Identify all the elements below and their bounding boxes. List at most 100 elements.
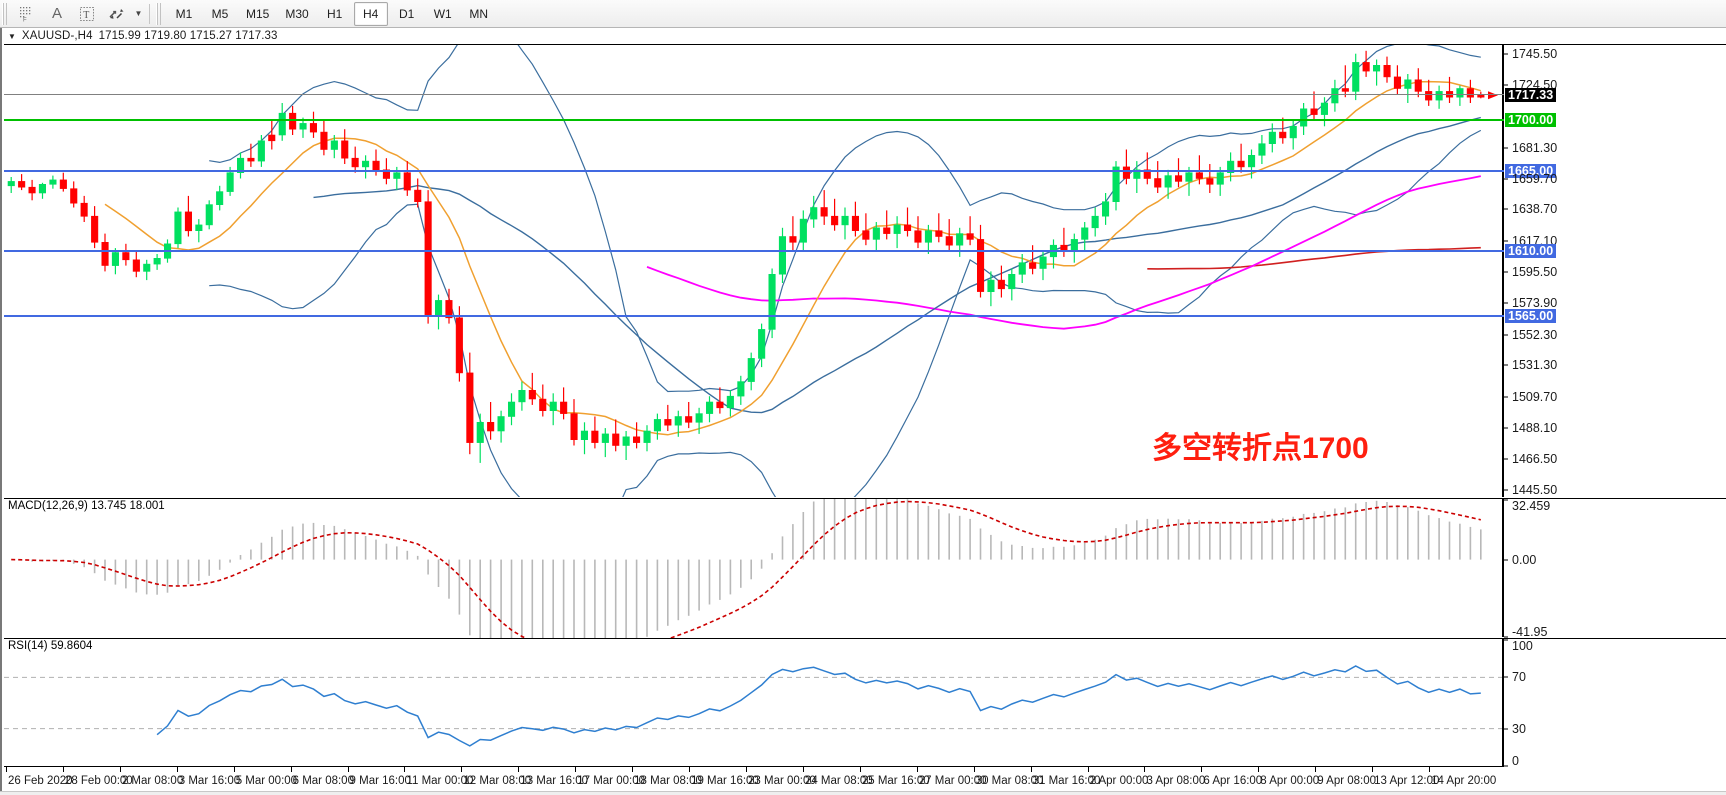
candle-body bbox=[601, 433, 609, 443]
rsi-chart-canvas[interactable] bbox=[4, 639, 1504, 767]
status-bar bbox=[0, 791, 1726, 795]
candle-body bbox=[434, 300, 443, 316]
candle-body bbox=[987, 279, 995, 293]
time-axis-label: 3 Apr 08:00 bbox=[1146, 775, 1206, 787]
text-box-icon[interactable]: T bbox=[73, 2, 101, 26]
candle-body bbox=[622, 436, 630, 446]
time-axis-label: 23 Mar 00:00 bbox=[748, 775, 816, 787]
rsi-axis[interactable]: 100 70 30 0 bbox=[1502, 638, 1726, 768]
candle-body bbox=[445, 300, 453, 319]
candle-body bbox=[153, 258, 161, 265]
time-axis-label: 5 Mar 00:00 bbox=[235, 775, 298, 787]
macd-pane[interactable]: MACD(12,26,9) 13.745 18.001 bbox=[4, 498, 1504, 638]
price-level-line-1717-33[interactable] bbox=[4, 94, 1504, 96]
timeframe-button-m5[interactable]: M5 bbox=[211, 6, 229, 21]
candle-body bbox=[330, 140, 338, 150]
price-axis-badge-1717-33: 1717.33 bbox=[1505, 88, 1557, 103]
rsi-axis-tick bbox=[1504, 676, 1508, 678]
timeframe-button-m30[interactable]: M30 bbox=[285, 6, 309, 21]
timeframe-button-h4[interactable]: H4 bbox=[353, 1, 388, 26]
price-axis-tick bbox=[1504, 240, 1508, 242]
toolbar-separator-1 bbox=[149, 3, 150, 24]
candle-body bbox=[1039, 256, 1047, 269]
time-axis-tick bbox=[973, 767, 975, 772]
time-axis-label: 25 Mar 16:00 bbox=[861, 775, 930, 787]
arrows-icon[interactable] bbox=[103, 2, 131, 26]
candle-body bbox=[1185, 172, 1193, 182]
timeframe-button-mn[interactable]: MN bbox=[469, 6, 489, 21]
time-axis-label: 17 Mar 00:00 bbox=[577, 775, 645, 787]
price-axis-label: 1745.50 bbox=[1512, 47, 1558, 62]
time-axis-label: 9 Mar 16:00 bbox=[349, 775, 411, 787]
candle-body bbox=[903, 224, 912, 231]
candle-body bbox=[1237, 160, 1245, 168]
svg-text:T: T bbox=[83, 10, 89, 21]
price-pane[interactable]: 多空转折点1700 bbox=[4, 45, 1504, 497]
price-level-line-1665-00[interactable] bbox=[4, 170, 1504, 173]
rsi-axis-tick bbox=[1504, 639, 1508, 641]
price-axis-badge-1610-00: 1610.00 bbox=[1505, 244, 1557, 259]
chart-menu-caret-icon[interactable]: ▼ bbox=[8, 31, 16, 41]
candle-body bbox=[38, 184, 47, 194]
candle-body bbox=[810, 207, 818, 220]
candle-body bbox=[758, 329, 766, 359]
rsi-label: RSI(14) 59.8604 bbox=[8, 640, 93, 652]
candle-body bbox=[80, 202, 88, 217]
timeframe-button-w1[interactable]: W1 bbox=[433, 6, 452, 21]
macd-axis[interactable]: 32.459 0.00 -41.95 bbox=[1502, 498, 1726, 639]
timeframe-button-d1[interactable]: D1 bbox=[399, 6, 415, 21]
rsi-pane[interactable]: RSI(14) 59.8604 bbox=[4, 638, 1504, 766]
macd-label: MACD(12,26,9) 13.745 18.001 bbox=[8, 500, 165, 512]
text-label-icon[interactable]: A bbox=[43, 2, 71, 26]
drawing-tools-dropdown-caret[interactable]: ▼ bbox=[134, 9, 143, 18]
candle-body bbox=[528, 389, 536, 400]
macd-signal-line bbox=[11, 500, 1481, 638]
price-level-line-1610-00[interactable] bbox=[4, 250, 1504, 253]
candle-body bbox=[799, 218, 807, 243]
price-axis-label: 1552.30 bbox=[1512, 327, 1558, 342]
rsi-axis-tick bbox=[1504, 728, 1508, 730]
price-level-line-1700-00[interactable] bbox=[4, 119, 1504, 122]
toolbar-grip-timeframes[interactable] bbox=[156, 2, 163, 25]
candle-body bbox=[685, 416, 693, 423]
macd-chart-canvas[interactable] bbox=[4, 499, 1504, 638]
timeframe-button-m1[interactable]: M1 bbox=[175, 6, 193, 21]
price-axis-tick bbox=[1504, 334, 1508, 336]
price-axis-badge-1665-00: 1665.00 bbox=[1505, 164, 1557, 179]
candle-body bbox=[7, 181, 15, 187]
candle-body bbox=[174, 211, 182, 245]
candle-body bbox=[299, 123, 307, 130]
time-axis-label: 8 Apr 00:00 bbox=[1260, 775, 1320, 787]
price-axis-label: 1509.70 bbox=[1512, 389, 1558, 404]
ohlc-values: 1715.99 1719.80 1715.27 1717.33 bbox=[98, 30, 278, 42]
candle-body bbox=[1122, 166, 1130, 179]
time-axis-tick bbox=[746, 767, 747, 772]
price-axis[interactable]: 1745.50 1724.50 1717.33 1700.00 1681.30 1665.… bbox=[1502, 45, 1726, 497]
candle-body bbox=[549, 401, 557, 411]
candle-body bbox=[997, 279, 1005, 290]
bollinger-bands bbox=[209, 45, 1482, 497]
time-axis[interactable]: 26 Feb 2020 28 Feb 00:00 2 Mar 08:00 3 Mar … bbox=[4, 766, 1504, 795]
price-axis-label: 1531.30 bbox=[1512, 358, 1558, 373]
price-axis-tick bbox=[1504, 53, 1508, 55]
time-axis-label: 2 Mar 08:00 bbox=[121, 775, 184, 787]
candle-body bbox=[278, 112, 286, 136]
price-axis-tick bbox=[1504, 147, 1508, 149]
candle-body bbox=[414, 189, 422, 203]
price-axis-badge-1700-00: 1700.00 bbox=[1505, 113, 1557, 128]
crosshair-grid-icon[interactable]: F bbox=[13, 2, 41, 26]
toolbar-grip-left[interactable] bbox=[2, 2, 9, 25]
timeframe-button-m15[interactable]: M15 bbox=[246, 6, 270, 21]
price-axis-label: 1445.50 bbox=[1512, 482, 1558, 497]
price-axis-tick bbox=[1504, 427, 1508, 429]
candle-body bbox=[132, 259, 140, 272]
price-axis-label: 1488.10 bbox=[1512, 420, 1558, 435]
candle-body bbox=[59, 179, 67, 189]
candle-body bbox=[820, 207, 828, 217]
candle-body bbox=[580, 430, 589, 440]
timeframe-button-h1[interactable]: H1 bbox=[327, 6, 343, 21]
symbol-name: XAUUSD-,H4 bbox=[21, 30, 93, 42]
price-level-line-1565-00[interactable] bbox=[4, 315, 1504, 318]
time-axis-tick bbox=[1372, 767, 1374, 772]
time-axis-tick bbox=[119, 767, 121, 772]
